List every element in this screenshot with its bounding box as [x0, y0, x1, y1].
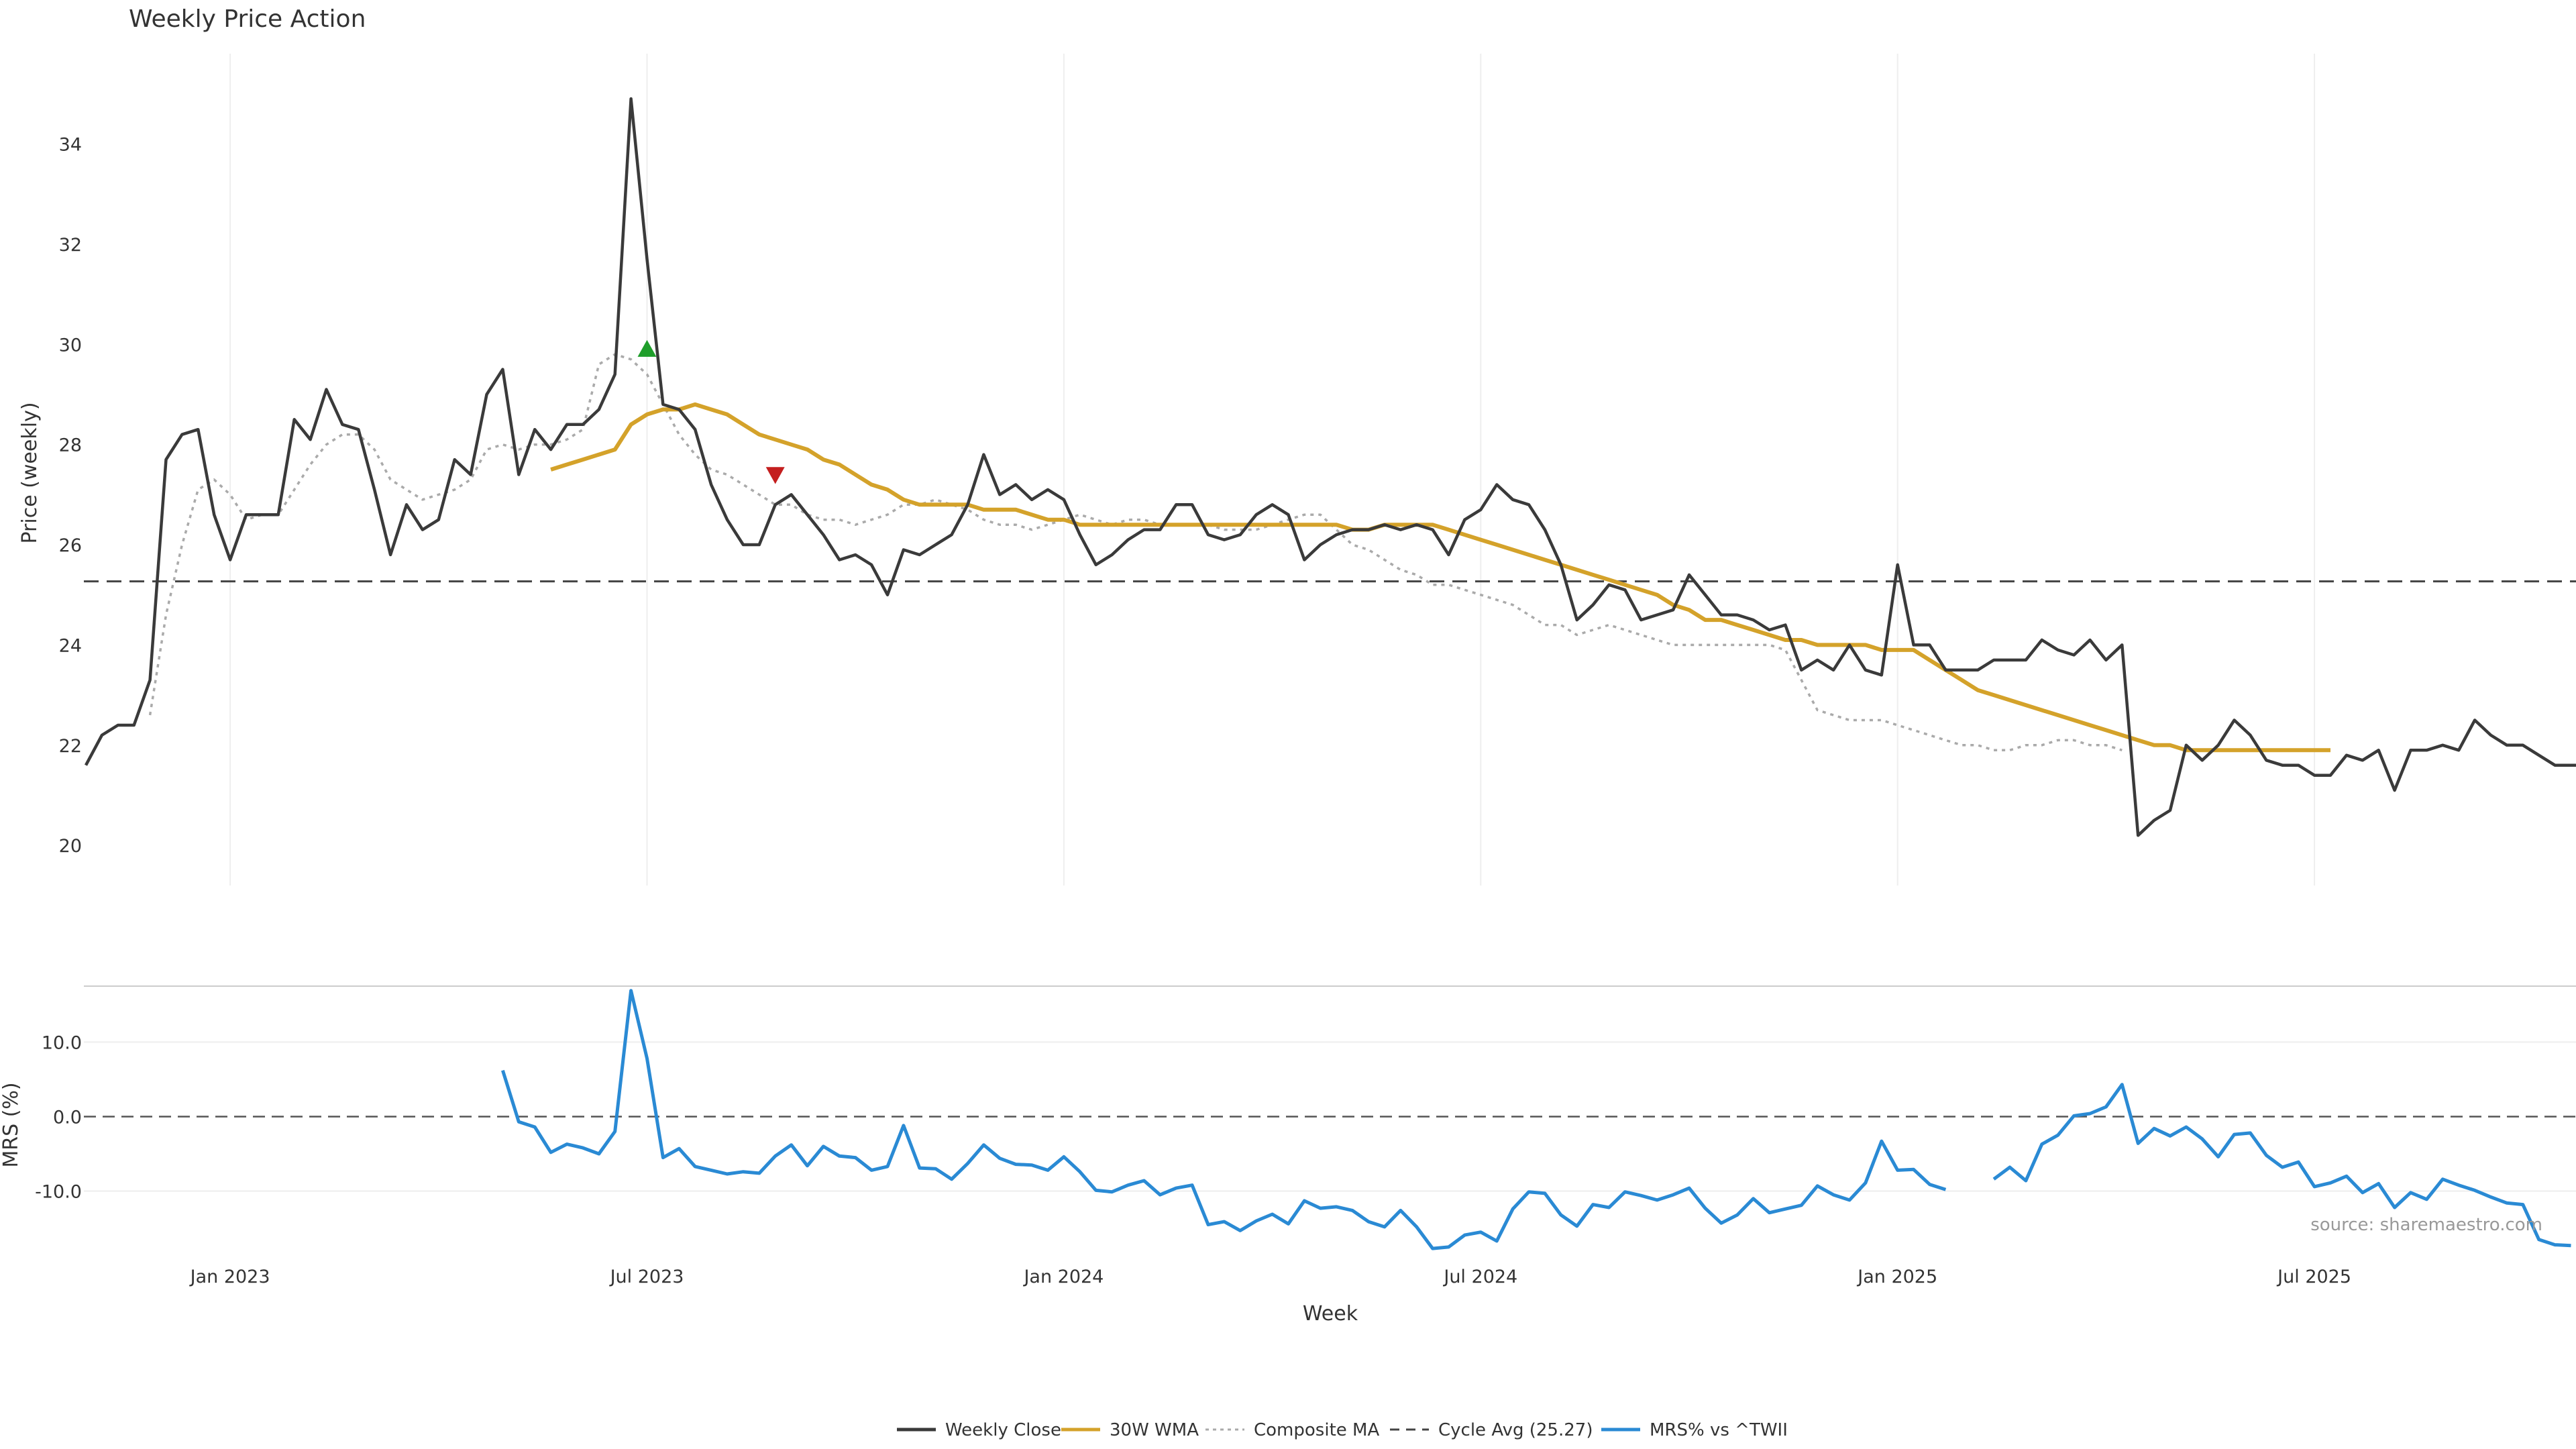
x-tick-labels: Jan 2023 Jul 2023 Jan 2024 Jul 2024 Jan 2025… — [189, 1267, 2351, 1287]
price-y-tick-26: 26 — [59, 535, 82, 556]
x-tick-2: Jan 2024 — [1022, 1267, 1104, 1287]
legend-label: Composite MA — [1254, 1420, 1379, 1440]
x-tick-5: Jul 2025 — [2276, 1267, 2351, 1287]
weekly-close-line — [85, 97, 2576, 837]
price-y-tick-28: 28 — [59, 435, 82, 456]
mrs-y-tick-10.0: 10.0 — [42, 1032, 82, 1053]
composite-ma-line — [148, 353, 2123, 752]
signal-markers — [637, 339, 785, 484]
legend-item-0: Weekly Close — [897, 1420, 1061, 1440]
buy-signal-marker — [637, 339, 657, 357]
mrs-series — [501, 989, 2571, 1250]
legend-item-3: Cycle Avg (25.27) — [1390, 1420, 1593, 1440]
price-y-tick-30: 30 — [59, 335, 82, 356]
x-axis-label: Week — [1303, 1302, 1358, 1326]
price-y-tick-labels: 20 22 24 26 28 30 32 34 — [59, 134, 82, 857]
price-y-tick-20: 20 — [59, 836, 82, 857]
sell-signal-marker — [765, 467, 785, 484]
legend-item-4: MRS% vs ^TWII — [1601, 1420, 1788, 1440]
price-x-gridlines — [229, 54, 2316, 885]
price-panel: Weekly Price Action 20 22 24 26 28 30 32 34 Pri… — [18, 5, 2576, 885]
price-y-tick-24: 24 — [59, 635, 82, 656]
mrs-y-axis-label: MRS (%) — [0, 1082, 23, 1167]
legend-label: MRS% vs ^TWII — [1650, 1420, 1788, 1440]
mrs-y-tick-labels: 10.0 0.0 -10.0 — [35, 1032, 82, 1202]
price-y-tick-32: 32 — [59, 235, 82, 256]
price-y-axis-label: Price (weekly) — [18, 402, 42, 543]
legend-label: 30W WMA — [1110, 1420, 1199, 1440]
x-tick-4: Jan 2025 — [1856, 1267, 1937, 1287]
x-tick-0: Jan 2023 — [189, 1267, 270, 1287]
legend-item-2: Composite MA — [1205, 1420, 1379, 1440]
price-y-tick-34: 34 — [59, 134, 82, 155]
legend: Weekly Close 30W WMA Composite MA Cycle Avg… — [897, 1420, 1788, 1440]
legend-label: Cycle Avg (25.27) — [1438, 1420, 1593, 1440]
mrs-panel: 10.0 0.0 -10.0 MRS (%) source: sharemaestr… — [0, 989, 2576, 1250]
mrs-y-gridlines — [84, 1041, 2576, 1192]
mrs-y-tick-0.0: 0.0 — [53, 1107, 82, 1128]
mrs-line-segment-1 — [1992, 1083, 2571, 1248]
x-tick-1: Jul 2023 — [609, 1267, 684, 1287]
price-series — [85, 97, 2576, 837]
wma-30w-line — [550, 402, 2330, 753]
legend-label: Weekly Close — [945, 1420, 1061, 1440]
chart-title: Weekly Price Action — [129, 5, 366, 33]
mrs-line-segment-0 — [501, 989, 1947, 1250]
x-tick-3: Jul 2024 — [1442, 1267, 1517, 1287]
mrs-y-tick--10.0: -10.0 — [35, 1182, 82, 1203]
price-y-tick-22: 22 — [59, 736, 82, 757]
legend-item-1: 30W WMA — [1061, 1420, 1199, 1440]
source-annotation: source: sharemaestro.com — [2310, 1215, 2542, 1235]
